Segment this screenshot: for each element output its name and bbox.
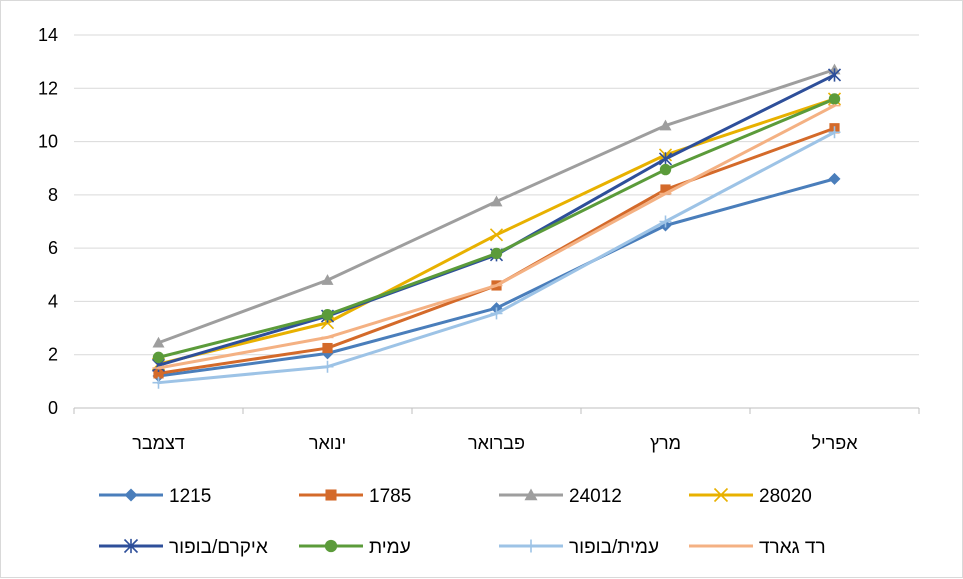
- data-point-marker: [325, 489, 337, 501]
- legend-label: 1215: [169, 486, 211, 507]
- series-עמית: [152, 93, 841, 364]
- data-point-marker: [658, 152, 673, 166]
- series-רד גארד: [152, 104, 841, 370]
- y-tick-label: 6: [48, 238, 58, 258]
- data-point-marker: [152, 336, 165, 348]
- data-point-marker: [490, 247, 503, 260]
- data-point-marker: [490, 195, 503, 207]
- legend-label: 1785: [369, 486, 411, 507]
- series-איקרם/בופור: [151, 68, 842, 372]
- data-point-marker: [827, 68, 842, 82]
- data-point-marker: [321, 360, 334, 373]
- legend-label: 24012: [569, 486, 622, 507]
- data-point-marker: [524, 488, 538, 501]
- legend: 1215 1785 24012 28020 איקרם/בופור עמית עמית/בו…: [99, 486, 826, 558]
- legend-label: עמית/בופור: [569, 537, 659, 558]
- y-tick-label: 10: [38, 132, 58, 152]
- x-tick-label: מרץ: [650, 433, 681, 453]
- data-point-marker: [828, 126, 841, 139]
- series-עמית/בופור: [152, 126, 841, 389]
- x-tick-label: פברואר: [468, 433, 525, 453]
- data-point-marker: [321, 309, 334, 321]
- y-tick-label: 2: [48, 345, 58, 365]
- x-tick-label: ינואר: [309, 433, 346, 453]
- data-point-marker: [659, 163, 672, 176]
- axes: 0 2 4 6 8 10 12 14 דצמבר ינואר פברואר מרץ אפריל: [38, 25, 920, 453]
- series-24012: [152, 63, 841, 348]
- legend-item: 1215: [99, 486, 211, 507]
- legend-item: עמית: [299, 537, 411, 558]
- legend-label: איקרם/בופור: [169, 537, 268, 558]
- legend-item: 24012: [499, 486, 622, 507]
- legend-item: 1785: [299, 486, 411, 507]
- legend-item: רד גארד: [689, 537, 826, 558]
- data-point-marker: [659, 215, 672, 228]
- data-point-marker: [828, 172, 841, 185]
- data-point-marker: [524, 539, 538, 553]
- series-line: [157, 73, 836, 367]
- data-point-marker: [828, 93, 841, 105]
- legend-label: 28020: [759, 486, 812, 507]
- data-point-marker: [490, 307, 503, 320]
- data-point-marker: [713, 487, 729, 503]
- series-28020: [151, 92, 842, 371]
- data-point-marker: [324, 539, 338, 553]
- legend-item: 28020: [689, 486, 812, 507]
- y-tick-label: 12: [38, 78, 58, 98]
- series-line: [157, 97, 836, 366]
- series-line: [157, 177, 836, 378]
- legend-item: איקרם/בופור: [99, 537, 268, 558]
- legend-item: עמית/בופור: [499, 537, 659, 558]
- data-point-marker: [152, 351, 165, 364]
- y-tick-label: 8: [48, 185, 58, 205]
- data-point-marker: [123, 538, 139, 554]
- series-line: [157, 104, 836, 370]
- data-point-marker: [321, 274, 334, 285]
- y-tick-label: 0: [48, 398, 58, 418]
- y-tick-label: 4: [48, 291, 58, 311]
- data-point-marker: [660, 184, 671, 195]
- data-point-marker: [124, 488, 138, 502]
- data-point-marker: [153, 368, 164, 379]
- legend-label: רד גארד: [759, 537, 826, 558]
- data-point-marker: [322, 342, 333, 354]
- data-point-marker: [152, 376, 165, 389]
- data-point-marker: [489, 228, 504, 242]
- x-tick-label: דצמבר: [132, 433, 185, 453]
- data-point-marker: [659, 119, 672, 131]
- y-tick-label: 14: [38, 25, 58, 45]
- legend-label: עמית: [369, 537, 411, 558]
- series-lines: [151, 63, 842, 389]
- x-tick-label: אפריל: [811, 433, 858, 453]
